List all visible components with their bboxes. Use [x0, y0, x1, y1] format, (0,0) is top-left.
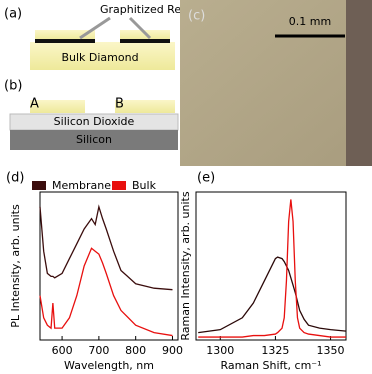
- x-axis-label: Wavelength, nm: [64, 359, 154, 372]
- oxide-label: Silicon Dioxide: [54, 115, 135, 128]
- legend-swatch: [32, 181, 46, 190]
- panel-label: (e): [197, 171, 215, 186]
- x-tick-label: 1300: [206, 344, 234, 357]
- series-line: [198, 199, 346, 338]
- slab-b-label: B: [115, 97, 124, 112]
- series-line: [39, 247, 173, 337]
- graphitized-layer: [35, 39, 95, 43]
- plot-frame: [195, 191, 347, 341]
- panel-label: (d): [6, 171, 24, 186]
- silicon-label: Silicon: [76, 133, 112, 146]
- slab-a-label: A: [30, 97, 39, 112]
- micrograph-edge: [346, 0, 372, 166]
- legend-label: Membrane: [52, 179, 111, 192]
- arrow: [79, 16, 111, 40]
- x-axis-label: Raman Shift, cm⁻¹: [220, 359, 321, 372]
- panel-label: (a): [4, 7, 22, 22]
- slab-b: [115, 100, 175, 113]
- panel-label: (b): [4, 79, 22, 94]
- panel-label: (c): [188, 9, 205, 24]
- scale-label: 0.1 mm: [289, 15, 331, 28]
- graphitized-layer: [120, 39, 170, 43]
- plot-frame: [39, 191, 179, 341]
- y-axis-label: Raman Intensity, arb. units: [179, 191, 192, 340]
- bulk-diamond: [30, 42, 175, 70]
- x-tick-label: 900: [162, 344, 183, 357]
- region-label: Graphitized Region: [100, 3, 205, 16]
- x-tick-label: 600: [52, 344, 73, 357]
- x-tick-label: 700: [88, 344, 109, 357]
- series-line: [198, 256, 347, 334]
- bulk-label: Bulk Diamond: [61, 51, 138, 64]
- slab: [35, 30, 95, 40]
- legend-label: Bulk: [132, 179, 157, 192]
- legend-swatch: [112, 181, 126, 190]
- slab-a: [30, 100, 85, 113]
- x-tick-label: 1350: [317, 344, 345, 357]
- x-tick-label: 1325: [261, 344, 289, 357]
- silicon-layer: [10, 130, 178, 150]
- x-tick-label: 800: [125, 344, 146, 357]
- micrograph: [180, 0, 372, 166]
- series-line: [39, 204, 173, 291]
- y-axis-label: PL Intensity, arb. units: [9, 204, 22, 328]
- arrow: [128, 16, 152, 40]
